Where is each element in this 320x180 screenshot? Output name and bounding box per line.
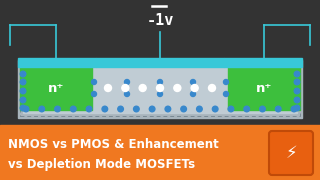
Circle shape — [20, 88, 26, 94]
Circle shape — [156, 84, 164, 91]
Circle shape — [181, 106, 187, 112]
Circle shape — [92, 91, 97, 96]
Circle shape — [174, 84, 181, 91]
Bar — [23, 65, 297, 113]
Text: NMOS vs PMOS & Enhancement: NMOS vs PMOS & Enhancement — [8, 138, 219, 151]
Circle shape — [102, 106, 108, 112]
Circle shape — [196, 106, 202, 112]
Bar — [18, 60, 302, 118]
Circle shape — [20, 105, 26, 111]
Circle shape — [70, 106, 76, 112]
Bar — [20, 67, 92, 110]
Circle shape — [124, 80, 130, 84]
Circle shape — [23, 106, 29, 112]
Circle shape — [86, 106, 92, 112]
Circle shape — [157, 80, 163, 84]
Circle shape — [122, 84, 129, 91]
Circle shape — [157, 91, 163, 96]
Circle shape — [223, 91, 228, 96]
Circle shape — [92, 80, 97, 84]
Text: vs Depletion Mode MOSFETs: vs Depletion Mode MOSFETs — [8, 158, 195, 171]
Circle shape — [118, 106, 124, 112]
Bar — [228, 67, 300, 110]
Circle shape — [55, 106, 60, 112]
Circle shape — [105, 84, 111, 91]
Circle shape — [294, 71, 300, 77]
Circle shape — [20, 71, 26, 77]
Circle shape — [294, 79, 300, 85]
Circle shape — [39, 106, 44, 112]
Circle shape — [20, 79, 26, 85]
Circle shape — [244, 106, 250, 112]
Circle shape — [139, 84, 146, 91]
Circle shape — [124, 91, 130, 96]
Bar — [96, 58, 224, 67]
Bar — [18, 58, 96, 67]
Circle shape — [20, 97, 26, 103]
Circle shape — [291, 106, 297, 112]
Circle shape — [191, 84, 198, 91]
Bar — [0, 125, 320, 180]
Text: -1v: -1v — [146, 13, 174, 28]
Circle shape — [190, 91, 196, 96]
Circle shape — [294, 97, 300, 103]
Bar — [224, 58, 302, 67]
Circle shape — [294, 88, 300, 94]
Text: n⁺: n⁺ — [256, 82, 272, 95]
Circle shape — [212, 106, 218, 112]
Circle shape — [223, 80, 228, 84]
Circle shape — [260, 106, 265, 112]
Circle shape — [209, 84, 215, 91]
Circle shape — [133, 106, 139, 112]
Text: ⚡: ⚡ — [285, 144, 297, 162]
Circle shape — [149, 106, 155, 112]
Circle shape — [294, 105, 300, 111]
Circle shape — [190, 80, 196, 84]
Circle shape — [228, 106, 234, 112]
Text: n⁺: n⁺ — [48, 82, 64, 95]
Circle shape — [276, 106, 281, 112]
Circle shape — [165, 106, 171, 112]
Bar — [20, 62, 300, 116]
FancyBboxPatch shape — [269, 131, 313, 175]
